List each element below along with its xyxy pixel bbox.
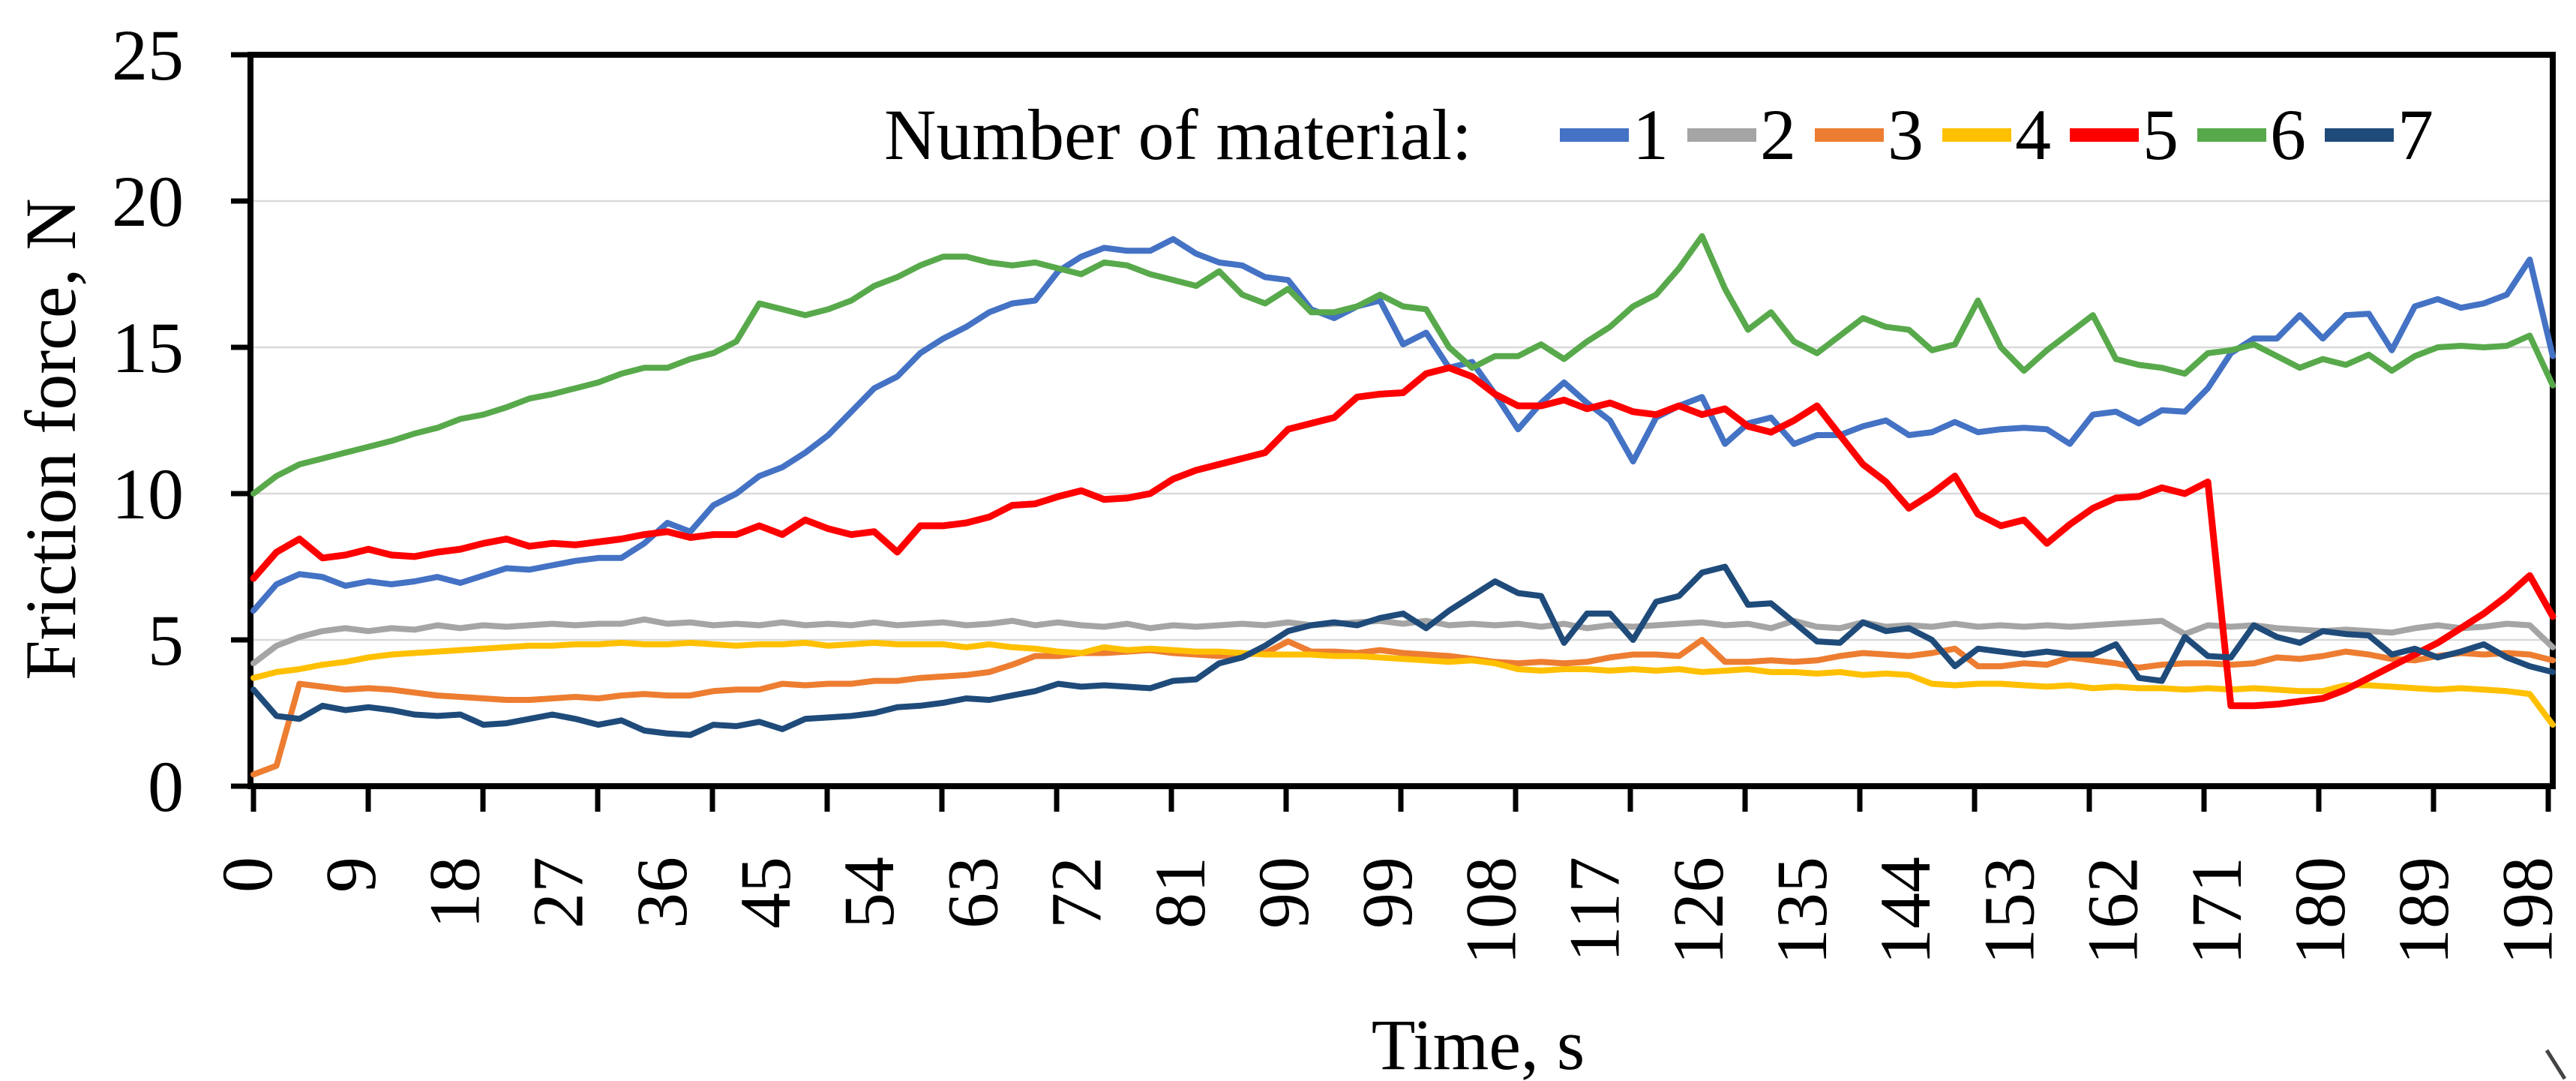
legend-item-7: 7: [2325, 95, 2434, 175]
x-tick-label: 144: [1865, 857, 1945, 965]
x-tick-label: 72: [1036, 857, 1117, 929]
series-line-4: [250, 639, 2556, 728]
y-tick-label: 15: [112, 308, 184, 388]
x-tick-label: 45: [725, 857, 805, 929]
series-line-6: [250, 233, 2556, 497]
y-tick-label: 0: [148, 746, 184, 827]
x-tick-label: 108: [1450, 857, 1531, 965]
x-tick-label: 9: [310, 857, 391, 893]
x-tick-label: 153: [1969, 857, 2049, 965]
legend-title: Number of material:: [884, 95, 1472, 175]
x-tick-label: 99: [1347, 857, 1427, 929]
legend-item-4: 4: [1942, 95, 2051, 175]
legend: Number of material: 1 2 3 4 5 6 7: [884, 95, 2434, 175]
y-tick-label: 10: [112, 454, 184, 534]
legend-item-6: 6: [2197, 95, 2306, 175]
legend-label-4: 4: [2015, 95, 2051, 175]
x-tick-label: 135: [1762, 857, 1842, 965]
x-tick-label: 63: [932, 857, 1012, 929]
x-tick-label: 198: [2487, 857, 2567, 965]
x-tick-label: 189: [2383, 857, 2464, 965]
x-tick-label: 90: [1243, 857, 1324, 929]
y-tick-label: 20: [112, 161, 184, 242]
legend-label-1: 1: [1633, 95, 1669, 175]
corner-artifact: [2545, 1049, 2567, 1080]
series-line-2: [250, 616, 2556, 667]
legend-label-5: 5: [2143, 95, 2179, 175]
legend-label-6: 6: [2270, 95, 2306, 175]
series-line-1: [250, 236, 2556, 614]
legend-item-3: 3: [1815, 95, 1924, 175]
y-axis-title: Friction force, N: [10, 198, 91, 680]
x-tick-label: 162: [2073, 857, 2153, 965]
legend-label-2: 2: [1760, 95, 1796, 175]
x-tick-label: 126: [1658, 857, 1738, 965]
series-line-5: [250, 364, 2557, 710]
legend-label-7: 7: [2398, 95, 2434, 175]
x-tick-label: 18: [414, 857, 494, 929]
legend-item-2: 2: [1687, 95, 1796, 175]
x-tick-label: 54: [829, 857, 909, 929]
series-line-7: [250, 563, 2556, 738]
legend-item-5: 5: [2070, 95, 2179, 175]
legend-item-1: 1: [1560, 95, 1669, 175]
x-axis-title: Time, s: [1372, 1004, 1585, 1081]
legend-label-3: 3: [1888, 95, 1924, 175]
y-tick-label: 25: [112, 15, 184, 95]
x-tick-label: 117: [1555, 857, 1635, 962]
y-tick-label: 5: [148, 600, 184, 680]
x-tick-label: 0: [207, 857, 287, 893]
x-tick-label: 180: [2280, 857, 2360, 965]
x-tick-label: 27: [518, 857, 598, 929]
x-tick-label: 171: [2176, 857, 2257, 965]
x-tick-label: 81: [1140, 857, 1220, 929]
x-tick-label: 36: [622, 857, 702, 929]
